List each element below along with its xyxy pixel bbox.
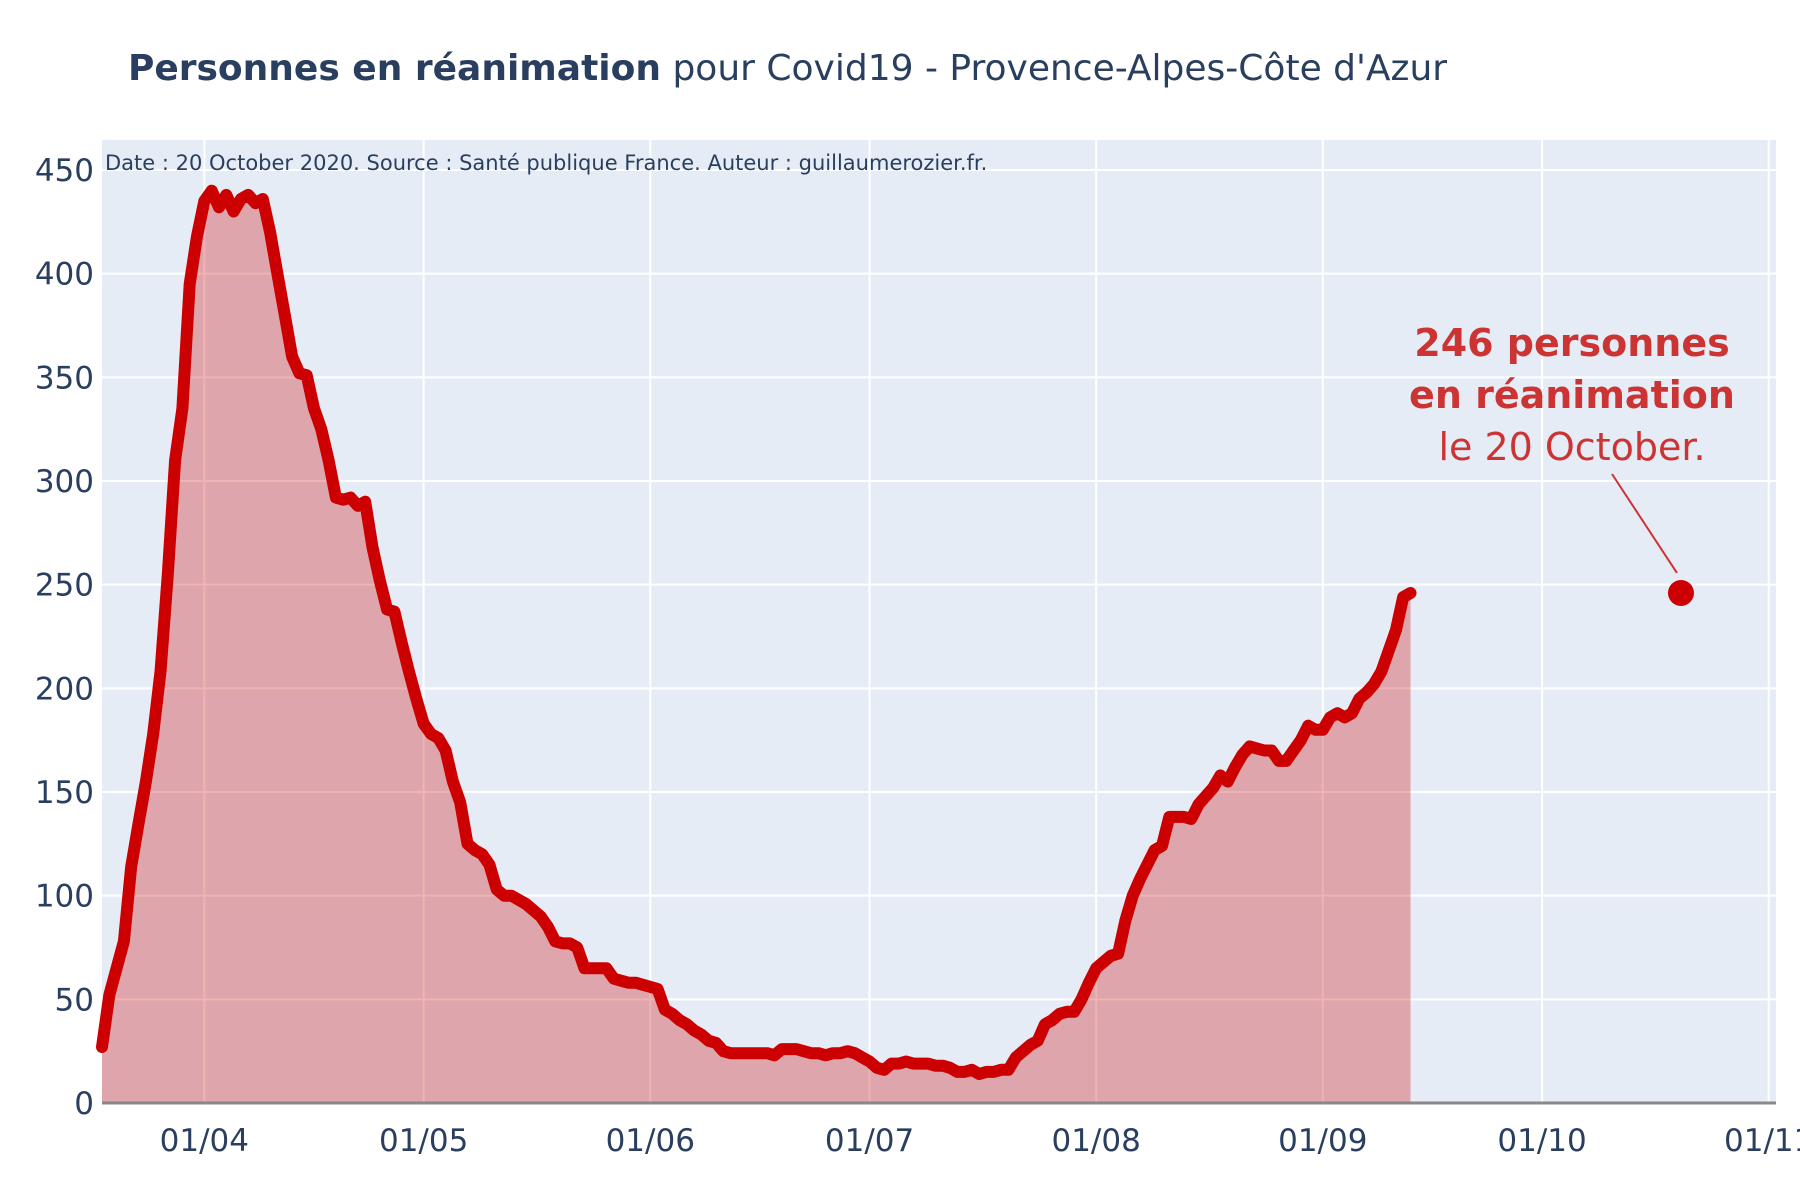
y-tick-label: 50	[55, 982, 94, 1018]
x-tick-label: 01/09	[1278, 1123, 1367, 1159]
source-credit: Date : 20 October 2020. Source : Santé p…	[105, 151, 987, 175]
x-tick-label: 01/07	[825, 1123, 914, 1159]
x-tick-label: 01/05	[379, 1123, 468, 1159]
chart-title: Personnes en réanimation pour Covid19 - …	[0, 48, 1575, 89]
chart-title-rest: pour Covid19 - Provence-Alpes-Côte d'Azu…	[661, 48, 1448, 89]
annotation-line2: en réanimation	[1409, 373, 1735, 417]
x-tick-labels: 01/04 01/05 01/06 01/07 01/08 01/09 01/10 01/11	[160, 1123, 1800, 1159]
plot-background	[102, 140, 1776, 1103]
y-tick-label: 100	[35, 879, 94, 915]
y-tick-label: 350	[35, 360, 94, 396]
y-tick-labels: 0 50 100 150 200 250 300 350 400 450	[35, 153, 94, 1122]
x-tick-label: 01/08	[1051, 1123, 1140, 1159]
x-tick-label: 01/04	[160, 1123, 249, 1159]
annotation-line1: 246 personnes	[1414, 321, 1730, 365]
chart-title-bold: Personnes en réanimation	[127, 48, 662, 89]
y-tick-label: 200	[35, 671, 94, 707]
annotation-line3: le 20 October.	[1438, 425, 1705, 469]
x-tick-label: 01/11	[1724, 1123, 1800, 1159]
y-tick-label: 400	[35, 257, 94, 293]
last-point-marker	[1667, 579, 1694, 606]
grid	[102, 140, 1776, 1103]
x-tick-label: 01/06	[606, 1123, 695, 1159]
annotation-arrow	[1611, 473, 1678, 574]
x-tick-label: 01/10	[1497, 1123, 1586, 1159]
y-tick-label: 0	[74, 1086, 94, 1122]
y-tick-label: 450	[35, 153, 94, 189]
area-fill	[102, 190, 1411, 1103]
series-line	[96, 184, 1417, 1080]
y-tick-label: 250	[35, 568, 94, 604]
y-tick-label: 150	[35, 775, 94, 811]
y-tick-label: 300	[35, 464, 94, 500]
